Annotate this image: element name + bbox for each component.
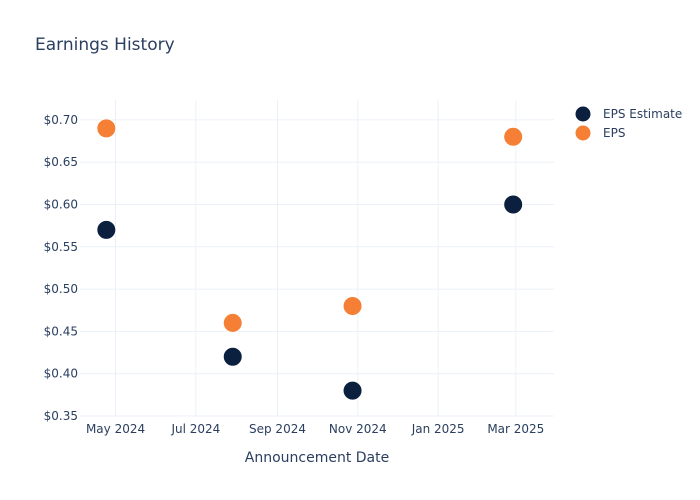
data-points xyxy=(96,118,524,401)
y-tick-label: $0.70 xyxy=(44,113,78,127)
legend-marker xyxy=(574,105,592,123)
chart-title: Earnings History xyxy=(35,35,175,55)
data-point xyxy=(503,126,524,147)
data-point xyxy=(96,118,117,139)
legend-label: EPS Estimate xyxy=(603,107,682,121)
y-tick-label: $0.55 xyxy=(44,240,78,254)
x-tick-label: Jul 2024 xyxy=(170,422,220,436)
x-axis-label: Announcement Date xyxy=(245,450,389,466)
grid-lines xyxy=(80,100,554,417)
y-tick-label: $0.35 xyxy=(44,409,78,423)
legend-label: EPS xyxy=(603,126,625,140)
data-point xyxy=(503,194,524,215)
x-tick-label: Jan 2025 xyxy=(411,422,465,436)
data-point xyxy=(342,296,363,317)
y-tick-label: $0.65 xyxy=(44,155,78,169)
legend-marker xyxy=(574,124,592,142)
data-point xyxy=(222,346,243,367)
x-tick-label: Nov 2024 xyxy=(329,422,387,436)
data-point xyxy=(222,312,243,333)
x-tick-label: Sep 2024 xyxy=(249,422,306,436)
data-point xyxy=(96,219,117,240)
y-axis-tick-labels: $0.35 $0.40 $0.45 $0.50 $0.55 $0.60 $0.65 $0.70 xyxy=(44,113,78,423)
y-tick-label: $0.40 xyxy=(44,367,78,381)
y-tick-label: $0.60 xyxy=(44,197,78,211)
legend: EPS Estimate EPS xyxy=(574,105,682,142)
y-tick-label: $0.50 xyxy=(44,282,78,296)
y-tick-label: $0.45 xyxy=(44,324,78,338)
x-axis-tick-labels: May 2024 Jul 2024 Sep 2024 Nov 2024 Jan 2025… xyxy=(86,422,544,436)
data-point xyxy=(342,380,363,401)
x-tick-label: May 2024 xyxy=(86,422,145,436)
x-tick-label: Mar 2025 xyxy=(487,422,544,436)
